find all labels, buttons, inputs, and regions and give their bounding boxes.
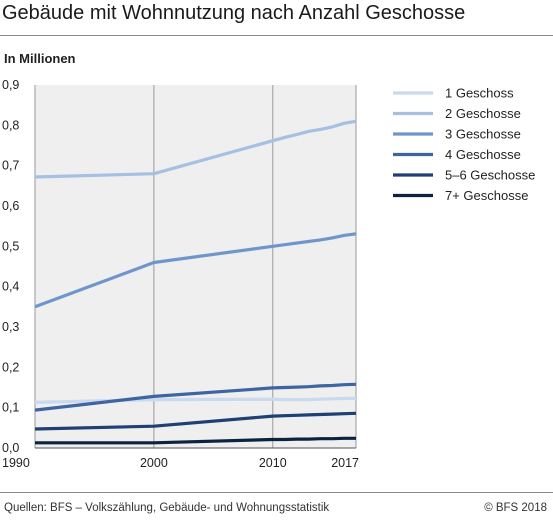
y-tick-label: 0,6 <box>2 199 19 213</box>
x-tick-label: 1990 <box>2 456 30 470</box>
legend: 1 Geschoss 2 Geschosse 3 Geschosse 4 Gescho… <box>393 86 535 203</box>
legend-label: 2 Geschosse <box>445 106 521 121</box>
y-tick-label: 0,7 <box>2 159 19 173</box>
x-tick-label: 2000 <box>140 456 168 470</box>
unit-label: In Millionen <box>4 51 76 66</box>
legend-label: 4 Geschosse <box>445 147 521 162</box>
y-tick-label: 0,2 <box>2 360 19 374</box>
y-tick-label: 0,3 <box>2 320 19 334</box>
series-line <box>35 436 356 445</box>
y-tick-label: 0,5 <box>2 239 19 253</box>
chart-title: Gebäude mit Wohnnutzung nach Anzahl Gesc… <box>2 2 466 24</box>
legend-label: 5–6 Geschosse <box>445 168 535 183</box>
y-tick-label: 0,4 <box>2 280 19 294</box>
legend-label: 3 Geschosse <box>445 127 521 142</box>
copyright-note: © BFS 2018 <box>484 502 547 514</box>
series-line <box>34 382 357 412</box>
y-tick-label: 0,9 <box>2 78 19 92</box>
footer-divider <box>0 492 553 493</box>
title-divider <box>0 35 553 36</box>
y-tick-label: 0,1 <box>2 401 19 415</box>
series-line <box>34 119 357 179</box>
series-line <box>34 411 357 431</box>
plot-area: 1990 2000 2010 2017 0,0 0,1 0,2 0,3 0,4 0,5 0,6 0,7… <box>2 78 359 470</box>
legend-label: 7+ Geschosse <box>445 188 528 203</box>
line-chart: 1990 2000 2010 2017 0,0 0,1 0,2 0,3 0,4 0,5 0,6 0,7… <box>2 78 535 470</box>
series-line <box>34 396 356 404</box>
legend-label: 1 Geschoss <box>445 86 514 101</box>
y-tick-label: 0,8 <box>2 118 19 132</box>
x-tick-label: 2010 <box>259 456 287 470</box>
y-tick-label: 0,0 <box>2 441 19 455</box>
series-line <box>34 232 357 309</box>
source-note: Quellen: BFS – Volkszählung, Gebäude- un… <box>4 502 330 514</box>
x-tick-label: 2017 <box>331 456 359 470</box>
